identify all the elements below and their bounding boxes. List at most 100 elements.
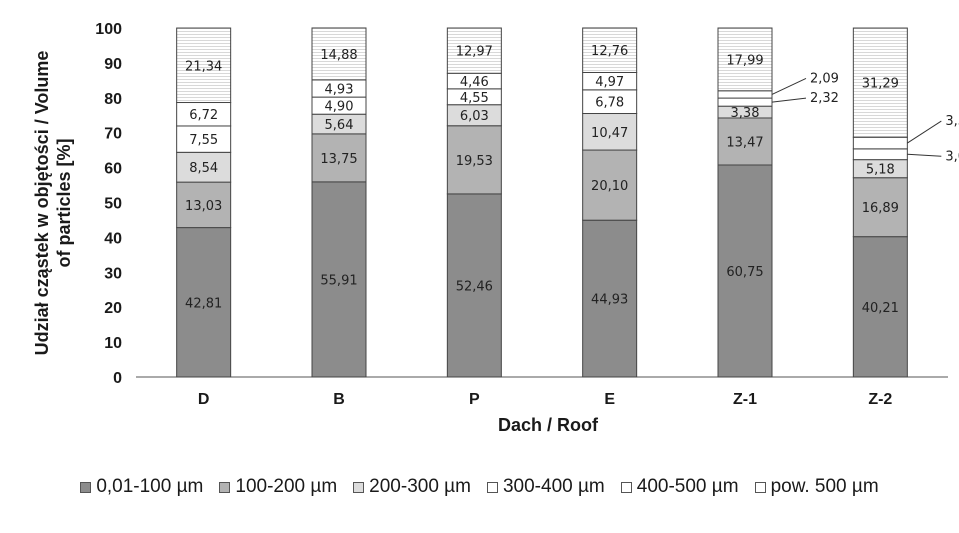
- y-tick-label: 20: [104, 300, 122, 317]
- legend-item: 0,01-100 µm: [80, 476, 203, 498]
- legend-swatch: [80, 481, 92, 493]
- data-label: 3,09: [945, 149, 959, 164]
- data-label: 4,97: [595, 75, 624, 90]
- data-label: 13,75: [320, 152, 357, 167]
- bar-segment: [176, 227, 232, 378]
- x-category-label: P: [469, 391, 480, 408]
- y-tick-label: 60: [104, 161, 122, 178]
- bar-segment: [852, 27, 908, 138]
- bar-segment: [176, 125, 232, 153]
- legend-item: pow. 500 µm: [754, 476, 879, 498]
- y-tick-label: 30: [104, 265, 122, 282]
- x-category-label: D: [198, 391, 210, 408]
- bar-segment: [176, 181, 232, 229]
- data-label: 2,09: [810, 71, 839, 86]
- data-label: 4,93: [325, 82, 354, 97]
- bar-segment: [311, 181, 367, 378]
- data-label: 2,32: [810, 91, 839, 106]
- y-axis-title-line1: Udział cząstek w objętości / Volume: [32, 51, 52, 356]
- data-label: 13,47: [726, 135, 763, 150]
- x-category-label: Z-1: [733, 391, 757, 408]
- legend: 0,01-100 µm 100-200 µm 200-300 µm 300-400 µ…: [0, 476, 959, 498]
- bar-segment: [311, 27, 367, 81]
- legend-item: 100-200 µm: [219, 476, 337, 498]
- data-label: 7,55: [189, 133, 218, 148]
- legend-item: 400-500 µm: [620, 476, 739, 498]
- bar-segment: [717, 164, 773, 378]
- data-label: 10,47: [591, 126, 628, 141]
- legend-swatch: [219, 481, 231, 493]
- bar-segment: [582, 149, 638, 221]
- y-tick-label: 90: [104, 56, 122, 73]
- legend-swatch: [620, 481, 632, 493]
- data-label: 31,29: [862, 77, 899, 92]
- legend-swatch: [353, 481, 365, 493]
- legend-label: 0,01-100 µm: [96, 476, 204, 497]
- y-tick-label: 40: [104, 230, 122, 247]
- bar-segment: [852, 148, 908, 161]
- data-label: 12,76: [591, 44, 628, 59]
- bar-segment: [852, 136, 908, 150]
- bar-segment: [717, 117, 773, 166]
- bar-segment: [446, 125, 502, 195]
- stacked-bar-chart: 0 10 20 30 40 50 60 70 80 90 100 D B P E Z-1 Z-2 42,81 13…: [32, 21, 959, 435]
- legend-item: 200-300 µm: [353, 476, 471, 498]
- legend-label: pow. 500 µm: [770, 476, 879, 497]
- bar-segment: [446, 193, 502, 378]
- data-label: 14,88: [320, 48, 357, 63]
- bars: [176, 27, 908, 378]
- y-tick-label: 50: [104, 196, 122, 213]
- x-axis-title: Dach / Roof: [498, 415, 599, 435]
- bar-segment: [311, 133, 367, 183]
- y-tick-label: 10: [104, 335, 122, 352]
- data-label: 8,54: [189, 161, 218, 176]
- data-label: 4,90: [325, 100, 354, 115]
- data-label: 12,97: [456, 45, 493, 60]
- legend-item: 300-400 µm: [486, 476, 605, 498]
- y-axis-title-line2: of particles [%]: [54, 138, 74, 267]
- legend-label: 100-200 µm: [235, 476, 338, 497]
- bar-segment: [582, 113, 638, 151]
- data-label: 6,78: [595, 96, 624, 111]
- y-tick-label: 0: [113, 370, 122, 387]
- data-label: 5,18: [866, 163, 895, 178]
- data-label: 5,64: [325, 118, 354, 133]
- x-category-label: Z-2: [868, 391, 892, 408]
- data-label: 4,55: [460, 91, 489, 106]
- x-category-label: B: [333, 391, 345, 408]
- data-label: 16,89: [862, 201, 899, 216]
- axes: 0 10 20 30 40 50 60 70 80 90 100 D B P E Z-1 Z-2: [95, 21, 948, 408]
- data-label: 20,10: [591, 179, 628, 194]
- data-label: 60,75: [726, 265, 763, 280]
- y-tick-label: 80: [104, 91, 122, 108]
- data-label: 3,33: [945, 114, 959, 129]
- bar-segment: [852, 236, 908, 378]
- data-label: 17,99: [726, 53, 763, 68]
- legend-label: 200-300 µm: [369, 476, 471, 497]
- data-label: 40,21: [862, 301, 899, 316]
- legend-label: 300-400 µm: [502, 476, 605, 497]
- legend-swatch: [486, 481, 498, 493]
- label-leader-line: [771, 97, 807, 103]
- bar-segment: [176, 27, 232, 104]
- legend-label: 400-500 µm: [636, 476, 739, 497]
- x-category-label: E: [604, 391, 615, 408]
- data-label: 3,38: [731, 106, 760, 121]
- label-leader-line: [907, 153, 942, 157]
- data-label: 4,46: [460, 75, 489, 90]
- bar-segment: [717, 97, 773, 107]
- data-label: 6,03: [460, 109, 489, 124]
- bar-segment: [717, 90, 773, 99]
- y-tick-label: 100: [95, 21, 122, 38]
- y-tick-label: 70: [104, 126, 122, 143]
- legend-swatch: [754, 481, 766, 493]
- data-label: 52,46: [456, 279, 493, 294]
- label-leader-line: [907, 120, 942, 144]
- data-label: 21,34: [185, 59, 222, 74]
- bar-segment: [582, 27, 638, 73]
- bar-segment: [852, 177, 908, 238]
- label-leader-line: [771, 77, 807, 95]
- data-label: 42,81: [185, 296, 222, 311]
- bar-segment: [446, 27, 502, 74]
- bar-segment: [176, 151, 232, 183]
